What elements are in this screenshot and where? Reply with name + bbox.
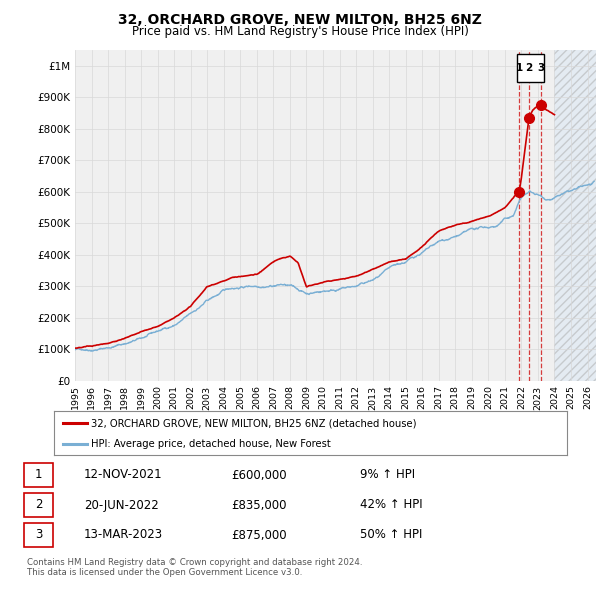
Text: 12-NOV-2021: 12-NOV-2021 bbox=[84, 468, 163, 481]
Bar bbox=[554, 50, 596, 381]
Text: 3: 3 bbox=[35, 529, 42, 542]
Text: 1: 1 bbox=[515, 63, 523, 73]
Text: 32, ORCHARD GROVE, NEW MILTON, BH25 6NZ (detached house): 32, ORCHARD GROVE, NEW MILTON, BH25 6NZ … bbox=[91, 418, 416, 428]
FancyBboxPatch shape bbox=[517, 54, 544, 81]
Text: 20-JUN-2022: 20-JUN-2022 bbox=[84, 499, 159, 512]
Text: 32, ORCHARD GROVE, NEW MILTON, BH25 6NZ: 32, ORCHARD GROVE, NEW MILTON, BH25 6NZ bbox=[118, 13, 482, 27]
Text: 9% ↑ HPI: 9% ↑ HPI bbox=[360, 468, 415, 481]
Text: Contains HM Land Registry data © Crown copyright and database right 2024.
This d: Contains HM Land Registry data © Crown c… bbox=[27, 558, 362, 577]
Text: 50% ↑ HPI: 50% ↑ HPI bbox=[360, 529, 422, 542]
Text: 3: 3 bbox=[538, 63, 545, 73]
Text: 42% ↑ HPI: 42% ↑ HPI bbox=[360, 499, 422, 512]
Text: 2: 2 bbox=[35, 499, 42, 512]
Text: Price paid vs. HM Land Registry's House Price Index (HPI): Price paid vs. HM Land Registry's House … bbox=[131, 25, 469, 38]
Text: 13-MAR-2023: 13-MAR-2023 bbox=[84, 529, 163, 542]
Text: £600,000: £600,000 bbox=[231, 468, 287, 481]
Text: £875,000: £875,000 bbox=[231, 529, 287, 542]
Text: £835,000: £835,000 bbox=[231, 499, 287, 512]
Bar bbox=[554, 50, 596, 381]
Text: HPI: Average price, detached house, New Forest: HPI: Average price, detached house, New … bbox=[91, 440, 331, 450]
Text: 1: 1 bbox=[35, 468, 42, 481]
Text: 2: 2 bbox=[526, 63, 533, 73]
